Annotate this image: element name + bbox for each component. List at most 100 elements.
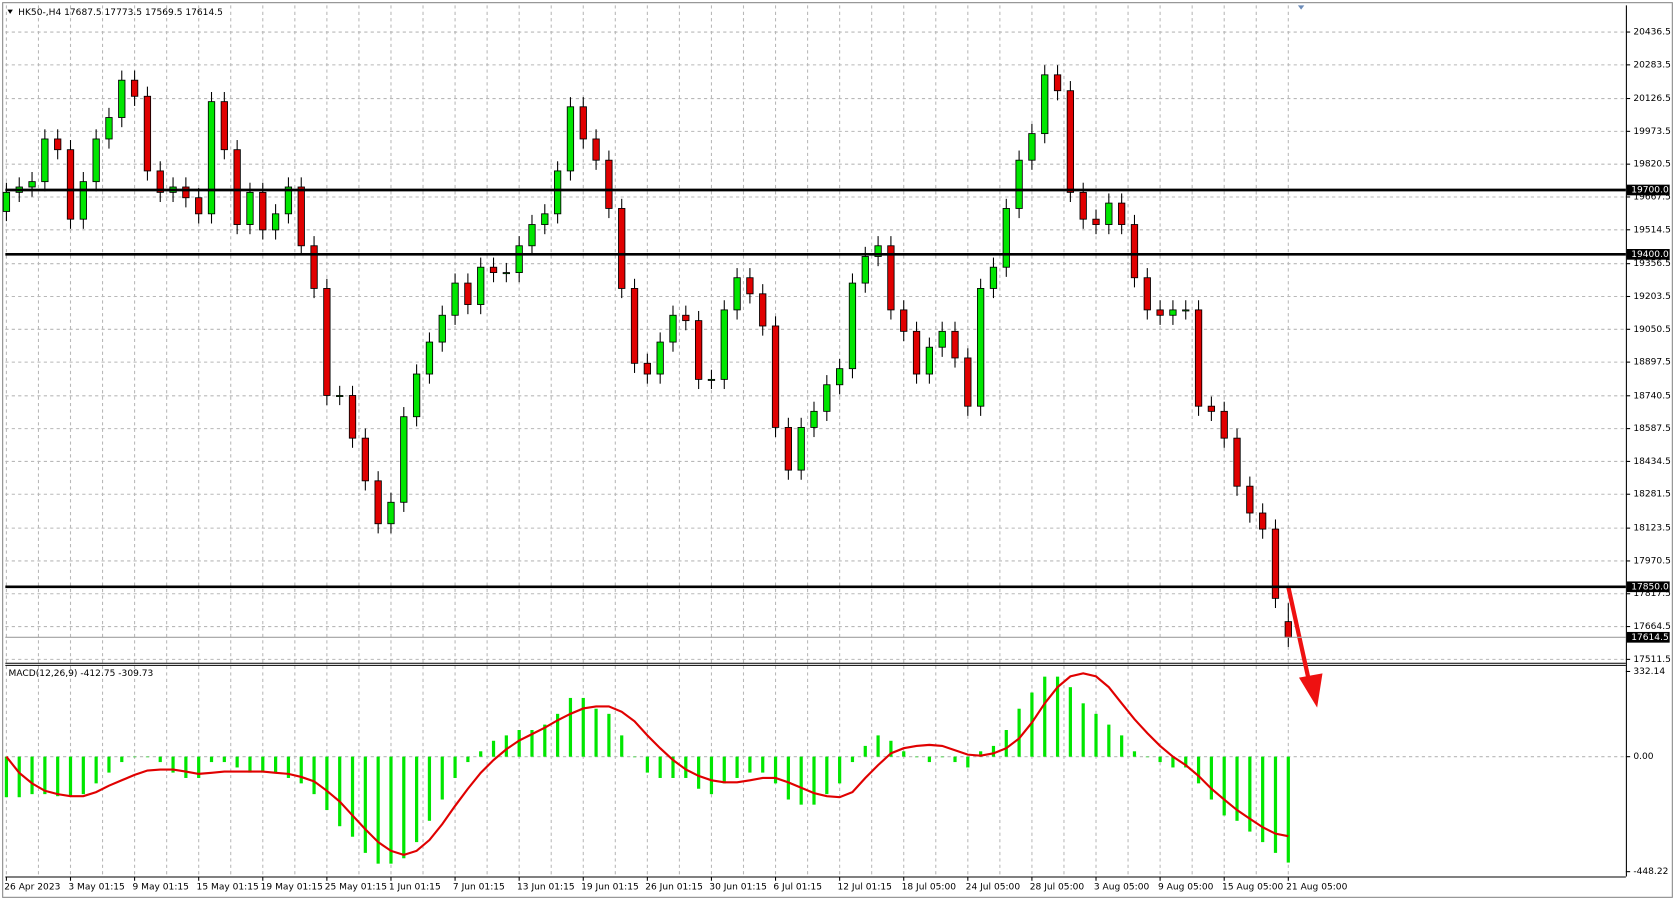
candle-body — [1246, 485, 1254, 514]
candle-body — [502, 272, 510, 275]
candle-body — [759, 293, 767, 327]
candle-body — [951, 330, 959, 359]
x-tick-label: 28 Jul 05:00 — [1030, 883, 1085, 893]
candle-body — [1182, 309, 1190, 312]
candle-body — [848, 282, 857, 370]
candle-body — [66, 149, 75, 220]
candle-body — [464, 282, 472, 305]
signal-line — [5, 672, 1289, 857]
histogram-bar — [312, 756, 316, 795]
candle-body — [1259, 512, 1267, 530]
histogram-bar — [568, 697, 573, 757]
histogram-bar — [132, 756, 137, 758]
y-tick-label: 20436.5 — [1633, 28, 1671, 38]
candle-body — [836, 368, 844, 386]
candle-body — [1220, 410, 1228, 439]
candle-body — [477, 266, 485, 305]
y-tick-label: 18897.5 — [1633, 358, 1671, 368]
histogram-bar — [709, 756, 714, 795]
histogram-bar — [363, 756, 367, 853]
histogram-bar — [286, 756, 291, 778]
histogram-bar — [1030, 692, 1034, 757]
candle-body — [387, 501, 395, 525]
histogram-bar — [1184, 756, 1188, 768]
x-tick-label: 30 Jun 01:15 — [709, 883, 767, 893]
arrow-shaft — [1286, 586, 1312, 685]
plot — [2, 65, 1292, 864]
last-price-box — [1626, 631, 1670, 643]
y-tick-label: 18434.5 — [1633, 457, 1671, 467]
candle-body — [1066, 90, 1075, 193]
histogram-bar — [979, 751, 983, 757]
histogram-bar — [927, 756, 931, 763]
histogram-bar — [415, 756, 419, 843]
histogram-bar — [991, 745, 996, 757]
histogram-bar — [876, 735, 880, 757]
histogram-bar — [1273, 756, 1278, 853]
histogram-bar — [1132, 751, 1137, 757]
candle-body — [361, 437, 369, 482]
candle-body — [451, 282, 459, 316]
x-tick-label: 26 Jun 01:15 — [645, 883, 703, 893]
histogram-bar — [350, 756, 355, 837]
histogram-bar — [902, 751, 906, 757]
candle-body — [1092, 218, 1100, 225]
candle-body — [1207, 405, 1216, 412]
x-tick-label: 18 Jul 05:00 — [902, 883, 957, 893]
candle-body — [977, 288, 985, 407]
candle-body — [720, 309, 728, 380]
candle-body — [925, 346, 934, 375]
candle-body — [1053, 74, 1062, 92]
histogram-bar — [620, 735, 624, 757]
histogram-bar — [1171, 756, 1175, 768]
candle-body — [643, 362, 651, 375]
x-tick-label: 25 May 01:15 — [325, 883, 387, 893]
histogram-bar — [556, 713, 560, 757]
histogram-bar — [1068, 687, 1072, 757]
candle-body — [1194, 309, 1203, 407]
candle-body — [271, 213, 280, 231]
candle-body — [1118, 202, 1126, 225]
histogram-bar — [850, 756, 855, 763]
histogram-bar — [1261, 756, 1265, 843]
candle-body — [438, 314, 446, 343]
candle-body — [1015, 159, 1023, 209]
candle-body — [861, 256, 869, 284]
histogram-bar — [825, 756, 829, 795]
x-tick-label: 19 May 01:15 — [261, 883, 323, 893]
level-label-box — [1626, 249, 1670, 260]
histogram-bar — [453, 756, 457, 778]
candle-body — [1169, 309, 1177, 316]
histogram-bar — [68, 756, 73, 797]
histogram-bar — [504, 735, 508, 757]
histogram-bar — [4, 756, 9, 798]
candle-body — [784, 427, 792, 471]
histogram-bar — [799, 756, 803, 805]
x-tick-label: 21 Aug 05:00 — [1286, 883, 1347, 893]
candle-body — [143, 95, 152, 172]
candle-body — [28, 181, 36, 188]
histogram-bar — [43, 756, 47, 795]
x-tick-label: 3 May 01:15 — [68, 883, 124, 893]
candle-body — [528, 224, 536, 247]
histogram-bar — [543, 724, 547, 757]
histogram-bar — [376, 756, 380, 864]
histogram-bar — [812, 756, 816, 805]
last-price-label: 17614.5 — [1631, 633, 1669, 643]
y-tick-label: 19356.5 — [1633, 259, 1671, 269]
x-tick-label: 9 Aug 05:00 — [1158, 883, 1214, 893]
candle-body — [310, 245, 318, 289]
y-tick-label: 18740.5 — [1633, 391, 1671, 401]
histogram-bar — [145, 756, 150, 758]
candle-body — [1143, 277, 1151, 311]
histogram-bar — [120, 756, 124, 763]
x-tick-label: 9 May 01:15 — [132, 883, 188, 893]
candle-body — [733, 277, 741, 311]
histogram-bar — [1081, 703, 1085, 757]
y-tick-label: -448.22 — [1633, 867, 1668, 877]
candle-body — [1041, 74, 1049, 135]
candle-body — [425, 341, 434, 375]
histogram-bar — [1120, 735, 1124, 757]
y-tick-label: 19514.5 — [1633, 225, 1671, 235]
histogram-bar — [338, 756, 342, 827]
